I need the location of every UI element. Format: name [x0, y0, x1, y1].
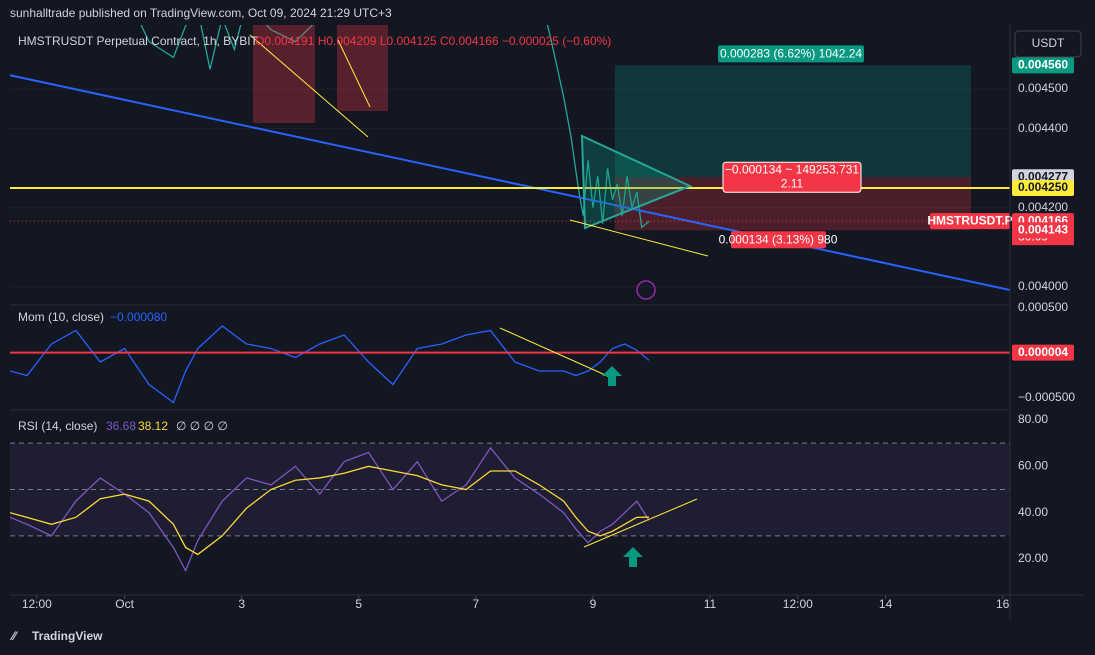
price-tag [1012, 179, 1074, 196]
series-line [140, 25, 650, 229]
zone [253, 25, 315, 123]
layers: 0.004500 0.004400 0.004200 0.004000 0.000283… [10, 25, 1075, 611]
indicator-value: 36.68 [106, 419, 136, 433]
indicator-value: −0.000080 [110, 310, 167, 324]
trend-drawing [569, 219, 709, 257]
y-tick-label: 20.00 [1018, 551, 1048, 565]
x-tick-label: 12:00 [22, 597, 52, 611]
pane [10, 442, 1010, 573]
indicator-title: RSI (14, close) [18, 419, 97, 433]
target-label: 0.000283 (6.62%) 1042.24 [720, 47, 862, 61]
price-tag-label: 0.004143 [1018, 222, 1068, 236]
ratio-label: 2.11 [781, 176, 804, 190]
trend-drawing [337, 39, 371, 108]
price-tag-label: 0.004560 [1018, 58, 1068, 72]
price-tag-label: 0.000004 [1018, 345, 1068, 359]
trend-drawing [499, 327, 613, 379]
y-tick-label: 60.00 [1018, 459, 1048, 473]
price-tag [1012, 222, 1074, 239]
price-tag [1012, 57, 1074, 74]
x-tick-label: 16 [996, 597, 1010, 611]
label-box [722, 161, 862, 193]
symbol-title: HMSTRUSDT Perpetual Contract, 1h, BYBIT [18, 34, 259, 48]
y-tick-label: 0.004000 [1018, 279, 1068, 293]
drawings [10, 25, 1084, 620]
trend-drawing [583, 498, 698, 548]
brand: TradingView [32, 629, 103, 643]
ohlc: O0.004191 H0.004209 L0.004125 C0.004166 … [255, 34, 611, 48]
publisher: sunhalltrade published on TradingView.co… [10, 6, 392, 20]
price-tag-label: 0.004277 [1018, 169, 1068, 183]
stop-label: 0.000134 (3.13%) 980 [719, 232, 838, 246]
label-box [718, 45, 864, 63]
x-tick-label: 3 [238, 597, 245, 611]
currency[interactable]: USDT [1032, 36, 1065, 50]
x-tick-label: 7 [473, 597, 480, 611]
y-tick-label: 0.004200 [1018, 200, 1068, 214]
event-icon[interactable] [636, 280, 656, 300]
indicator-value: 38.12 [138, 419, 168, 433]
zone [337, 25, 388, 111]
indicator-title: Mom (10, close) [18, 310, 104, 324]
trend-drawing [249, 34, 369, 138]
y-tick-label: 0.004400 [1018, 121, 1068, 135]
price-tag-label: 0.004250 [1018, 180, 1068, 194]
symbol-tag [930, 213, 1010, 230]
currency-button[interactable] [1014, 30, 1082, 58]
profit-zone [614, 65, 971, 178]
arrow [623, 547, 643, 567]
x-tick-label: 5 [355, 597, 362, 611]
y-tick-label: 40.00 [1018, 505, 1048, 519]
y-tick-label: 0.004500 [1018, 81, 1068, 95]
y-tick-label: −0.000500 [1018, 390, 1075, 404]
arrow [602, 366, 622, 386]
indicator-extra: ∅ ∅ ∅ ∅ [176, 419, 228, 433]
y-tick-label: 0.000500 [1018, 300, 1068, 314]
mid-label: −0.000134 ~ 149253.731 [725, 162, 859, 176]
pane [10, 325, 1010, 404]
y-tick-label: 80.00 [1018, 412, 1048, 426]
x-tick-label: 12:00 [783, 597, 813, 611]
triangle-pattern [580, 134, 693, 230]
x-tick-label: 14 [879, 597, 893, 611]
logo-mark: ⁄⁄ [9, 629, 19, 643]
series-line [10, 325, 650, 404]
label-box [731, 231, 826, 249]
trendline [10, 74, 1010, 291]
x-tick-label: Oct [115, 597, 134, 611]
price-tag [1012, 344, 1074, 361]
symbol-tag-label: HMSTRUSDT.P [927, 213, 1012, 227]
series-line [10, 446, 650, 573]
x-tick-label: 11 [704, 597, 717, 611]
x-tick-label: 9 [590, 597, 597, 611]
series-line [10, 465, 650, 556]
